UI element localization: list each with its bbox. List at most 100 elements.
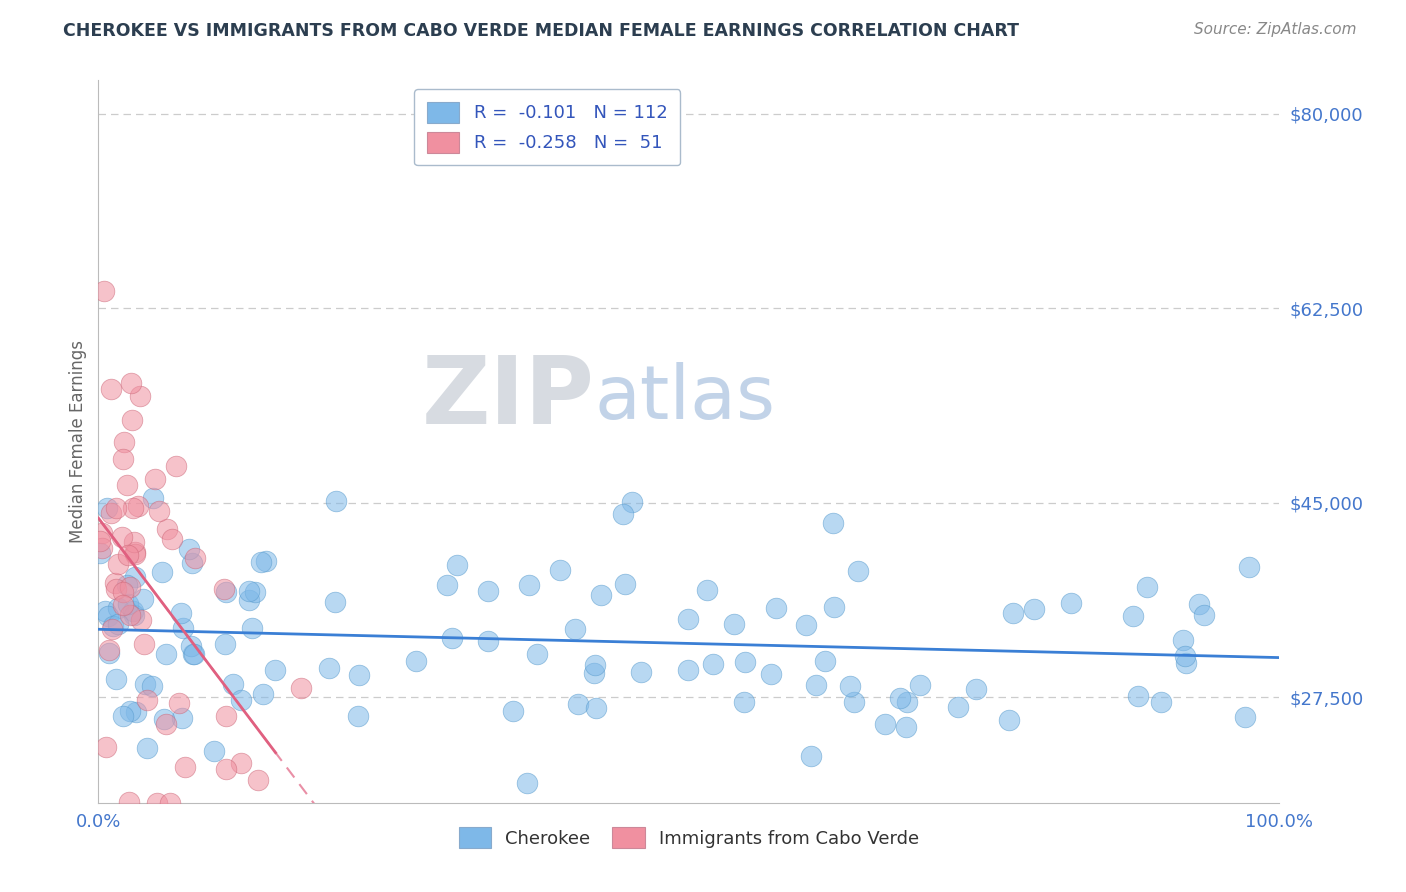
Point bbox=[238, 592, 260, 607]
Point bbox=[908, 677, 931, 691]
Point bbox=[1022, 602, 1045, 616]
Point bbox=[131, 592, 153, 607]
Point bbox=[222, 677, 245, 691]
Point bbox=[243, 585, 266, 599]
Point bbox=[526, 647, 548, 661]
Point bbox=[347, 709, 370, 723]
Point bbox=[1060, 596, 1083, 610]
Point bbox=[107, 617, 129, 632]
Point bbox=[678, 663, 700, 677]
Point bbox=[839, 679, 862, 693]
Point bbox=[229, 756, 252, 771]
Point bbox=[127, 499, 149, 513]
Point bbox=[202, 743, 225, 757]
Point bbox=[1171, 633, 1194, 648]
Point bbox=[181, 647, 204, 661]
Point bbox=[896, 695, 918, 709]
Point bbox=[91, 541, 114, 556]
Point bbox=[1002, 606, 1025, 620]
Point bbox=[548, 563, 571, 577]
Point bbox=[325, 493, 347, 508]
Point bbox=[120, 705, 142, 719]
Point bbox=[630, 665, 652, 679]
Point bbox=[567, 698, 589, 712]
Point bbox=[290, 681, 312, 695]
Point bbox=[129, 613, 152, 627]
Point bbox=[111, 598, 134, 612]
Point bbox=[477, 634, 499, 648]
Point bbox=[117, 597, 139, 611]
Point bbox=[516, 776, 538, 790]
Point bbox=[621, 495, 644, 509]
Point bbox=[252, 687, 274, 701]
Point bbox=[170, 607, 193, 621]
Point bbox=[124, 547, 146, 561]
Text: atlas: atlas bbox=[595, 361, 776, 434]
Point bbox=[214, 584, 236, 599]
Point bbox=[821, 516, 844, 530]
Text: ZIP: ZIP bbox=[422, 352, 595, 444]
Point bbox=[110, 529, 132, 543]
Point bbox=[405, 654, 427, 668]
Point bbox=[121, 604, 143, 618]
Point bbox=[873, 717, 896, 731]
Point bbox=[436, 578, 458, 592]
Point bbox=[614, 577, 637, 591]
Point bbox=[264, 663, 287, 677]
Text: Source: ZipAtlas.com: Source: ZipAtlas.com bbox=[1194, 22, 1357, 37]
Point bbox=[107, 601, 129, 615]
Point bbox=[184, 551, 207, 566]
Point bbox=[183, 648, 205, 662]
Point bbox=[115, 578, 138, 592]
Point bbox=[502, 704, 524, 718]
Point bbox=[477, 584, 499, 599]
Point bbox=[734, 655, 756, 669]
Point bbox=[702, 657, 724, 671]
Point bbox=[347, 668, 370, 682]
Point bbox=[846, 564, 869, 578]
Point bbox=[121, 412, 143, 426]
Point bbox=[583, 666, 606, 681]
Point bbox=[105, 582, 128, 596]
Point bbox=[794, 618, 817, 632]
Point bbox=[765, 600, 787, 615]
Point bbox=[97, 609, 120, 624]
Point bbox=[215, 709, 238, 723]
Point bbox=[159, 796, 181, 810]
Point bbox=[94, 604, 117, 618]
Point bbox=[120, 580, 142, 594]
Point bbox=[96, 500, 118, 515]
Point bbox=[806, 678, 828, 692]
Point bbox=[1192, 608, 1215, 623]
Point bbox=[128, 389, 150, 403]
Point bbox=[1234, 710, 1257, 724]
Point bbox=[585, 701, 607, 715]
Point bbox=[136, 693, 159, 707]
Point bbox=[101, 622, 124, 636]
Point bbox=[146, 796, 169, 810]
Point bbox=[814, 654, 837, 668]
Point bbox=[94, 740, 117, 755]
Point bbox=[517, 578, 540, 592]
Point bbox=[160, 533, 183, 547]
Point bbox=[254, 554, 277, 568]
Point bbox=[589, 588, 612, 602]
Point bbox=[117, 548, 139, 562]
Point bbox=[124, 535, 146, 549]
Point bbox=[125, 705, 148, 719]
Point bbox=[153, 712, 176, 726]
Point bbox=[101, 619, 124, 633]
Point bbox=[112, 434, 135, 449]
Point bbox=[100, 382, 122, 396]
Point bbox=[93, 285, 115, 299]
Point bbox=[723, 617, 745, 632]
Point bbox=[120, 376, 142, 390]
Point bbox=[759, 666, 782, 681]
Point bbox=[215, 762, 238, 776]
Point bbox=[214, 582, 236, 597]
Point bbox=[180, 640, 202, 654]
Point bbox=[174, 760, 197, 774]
Point bbox=[172, 710, 194, 724]
Point bbox=[167, 696, 190, 710]
Point bbox=[583, 657, 606, 672]
